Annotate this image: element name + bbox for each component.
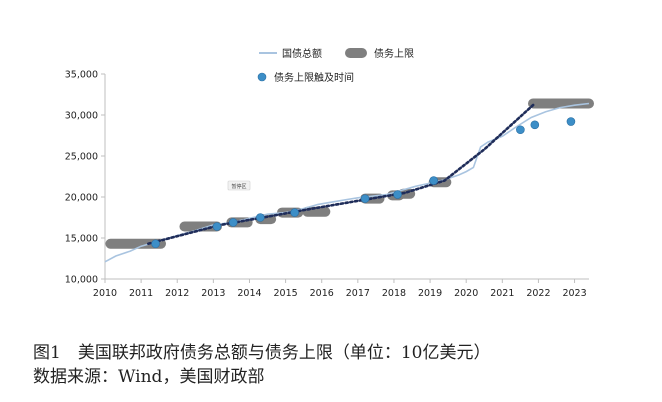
x-tick-label: 2022 xyxy=(526,288,550,299)
annotation-label: 暂停区 xyxy=(231,183,246,190)
x-tick-label: 2010 xyxy=(93,288,117,299)
legend-hit-swatch xyxy=(257,72,267,82)
ceiling-hit-point xyxy=(516,125,525,135)
debt-ceiling-series xyxy=(105,98,594,249)
x-tick-label: 2014 xyxy=(237,288,261,299)
legend-hit-label: 债务上限触及时间 xyxy=(274,71,354,84)
x-tick-label: 2016 xyxy=(310,288,334,299)
legend-ceiling-label: 债务上限 xyxy=(374,47,414,60)
ceiling-hit-point xyxy=(360,194,370,203)
annotation: 暂停区 xyxy=(227,180,251,191)
figure-caption-title: 图1 美国联邦政府债务总额与债务上限（单位：10亿美元） xyxy=(33,343,491,363)
ceiling-hit-point xyxy=(290,208,299,217)
ceiling-hit-point xyxy=(256,213,265,222)
total-debt-line xyxy=(104,102,590,263)
legend-debt-label: 国债总额 xyxy=(282,47,322,60)
x-tick-label: 2013 xyxy=(201,288,225,299)
x-tick-label: 2021 xyxy=(490,288,514,299)
ceiling-hit-series xyxy=(151,117,576,249)
x-tick-label: 2023 xyxy=(562,288,586,299)
x-tick-label: 2018 xyxy=(382,288,406,299)
x-tick-label: 2020 xyxy=(454,288,478,299)
chart-axes: 10,000 15,000 20,000 25,000 30,000 35,000 2010… xyxy=(65,70,589,299)
ceiling-hit-point xyxy=(530,120,540,130)
figure-caption-source: 数据来源：Wind，美国财政部 xyxy=(33,367,265,387)
total-debt-series xyxy=(104,102,590,263)
x-tick-label: 2012 xyxy=(165,288,189,299)
x-tick-label: 2017 xyxy=(346,288,370,299)
ceiling-hit-point xyxy=(228,218,238,227)
y-tick-label: 35,000 xyxy=(65,70,98,81)
ceiling-hit-point xyxy=(212,222,222,231)
y-tick-label: 10,000 xyxy=(65,275,98,286)
ceiling-hit-point xyxy=(566,117,576,126)
ceiling-hit-point xyxy=(393,190,402,199)
annotation-box xyxy=(227,180,251,191)
ceiling-hit-point xyxy=(151,239,160,249)
x-tick-label: 2019 xyxy=(418,288,442,299)
ceiling-hit-point xyxy=(429,176,438,185)
y-tick-label: 30,000 xyxy=(65,111,98,122)
x-tick-label: 2015 xyxy=(274,288,298,299)
y-tick-label: 25,000 xyxy=(65,152,98,163)
y-tick-label: 20,000 xyxy=(65,193,98,204)
x-tick-label: 2011 xyxy=(129,288,153,299)
chart-canvas: 10,000 15,000 20,000 25,000 30,000 35,000 2010… xyxy=(65,47,594,299)
y-tick-label: 15,000 xyxy=(65,234,98,245)
